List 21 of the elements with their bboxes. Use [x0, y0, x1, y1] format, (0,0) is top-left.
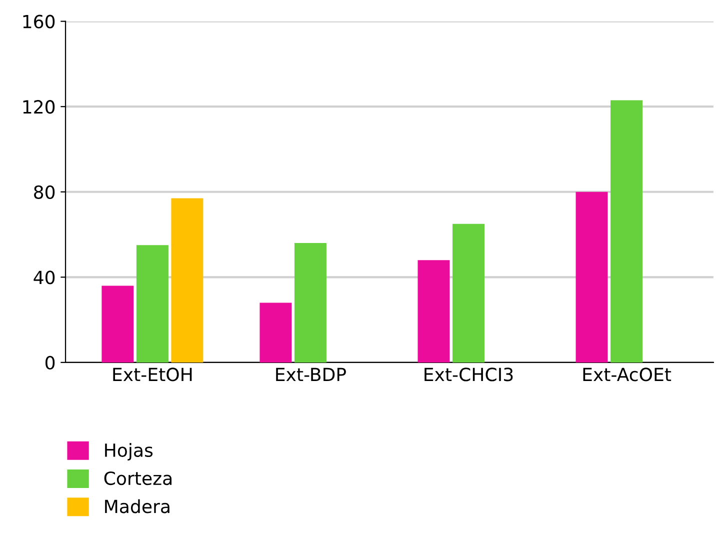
bar	[102, 286, 134, 362]
y-tick-label: 40	[34, 270, 55, 284]
y-tick-label: 160	[23, 14, 55, 28]
y-tick-label: 80	[34, 185, 55, 199]
bar	[294, 243, 326, 362]
bar	[260, 302, 292, 362]
bar	[610, 100, 643, 362]
x-tick-label: Ext-CHCI3	[424, 368, 513, 382]
bar	[171, 198, 204, 362]
x-tick-label: Ext-AcOEt	[583, 368, 672, 382]
bar	[418, 260, 450, 362]
bar	[576, 192, 608, 362]
y-tick-label: 120	[23, 100, 55, 114]
x-tick-label: Ext-BDP	[276, 368, 346, 382]
legend-label: Hojas	[105, 443, 153, 460]
bar	[452, 224, 484, 362]
legend-label: Corteza	[104, 471, 172, 486]
bar	[136, 245, 168, 362]
x-tick-label: Ext-EtOH	[113, 368, 192, 382]
y-tick-label: 0	[46, 356, 55, 370]
legend-label: Madera	[105, 499, 170, 514]
